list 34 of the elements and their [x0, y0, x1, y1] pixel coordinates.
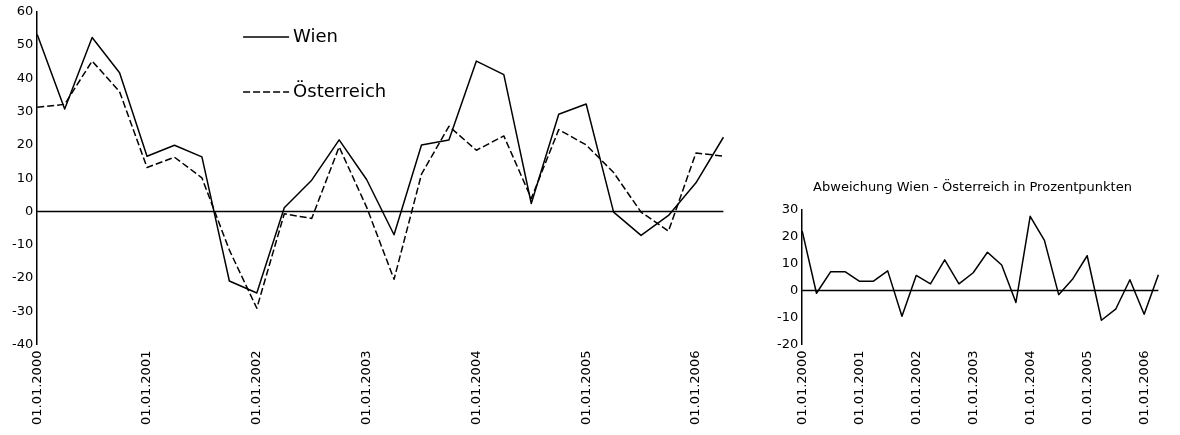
- y-tick-label: 30: [781, 200, 799, 216]
- legend-label: Österreich: [293, 79, 387, 101]
- x-tick-label: 01.01.2002: [248, 350, 264, 425]
- y-tick-label: 40: [16, 69, 34, 85]
- y-tick-label: -10: [777, 308, 799, 324]
- y-tick-label: -20: [777, 335, 799, 351]
- y-tick-label: 30: [16, 103, 34, 119]
- y-tick-label: 10: [781, 254, 799, 270]
- y-tick-label: -20: [12, 269, 34, 285]
- x-tick-label: 01.01.2003: [964, 350, 980, 425]
- chart-title: Abweichung Wien - Österreich in Prozentpunkten: [813, 178, 1132, 195]
- y-tick-label: 0: [24, 202, 34, 218]
- y-tick-label: 50: [16, 36, 34, 52]
- x-tick-label: 01.01.2000: [793, 350, 809, 425]
- y-tick-label: 20: [781, 227, 799, 243]
- y-tick-label: 20: [16, 136, 34, 152]
- y-tick-label: 0: [789, 281, 799, 297]
- y-tick-label: 60: [16, 3, 34, 19]
- x-tick-label: 01.01.2005: [577, 350, 593, 425]
- x-tick-label: 01.01.2004: [467, 350, 483, 425]
- y-tick-label: 10: [16, 169, 34, 185]
- x-tick-label: 01.01.2005: [1078, 350, 1094, 425]
- x-tick-label: 01.01.2006: [687, 350, 703, 425]
- y-tick-label: -10: [12, 236, 34, 252]
- x-tick-label: 01.01.2001: [138, 350, 154, 425]
- x-tick-label: 01.01.2003: [357, 350, 373, 425]
- x-tick-label: 01.01.2002: [907, 350, 923, 425]
- x-tick-label: 01.01.2006: [1135, 350, 1151, 425]
- x-tick-label: 01.01.2001: [850, 350, 866, 425]
- x-tick-label: 01.01.2000: [28, 350, 44, 425]
- legend-label: Wien: [293, 24, 338, 46]
- y-tick-label: -30: [12, 302, 34, 318]
- x-tick-label: 01.01.2004: [1021, 350, 1037, 425]
- y-tick-label: -40: [12, 335, 34, 351]
